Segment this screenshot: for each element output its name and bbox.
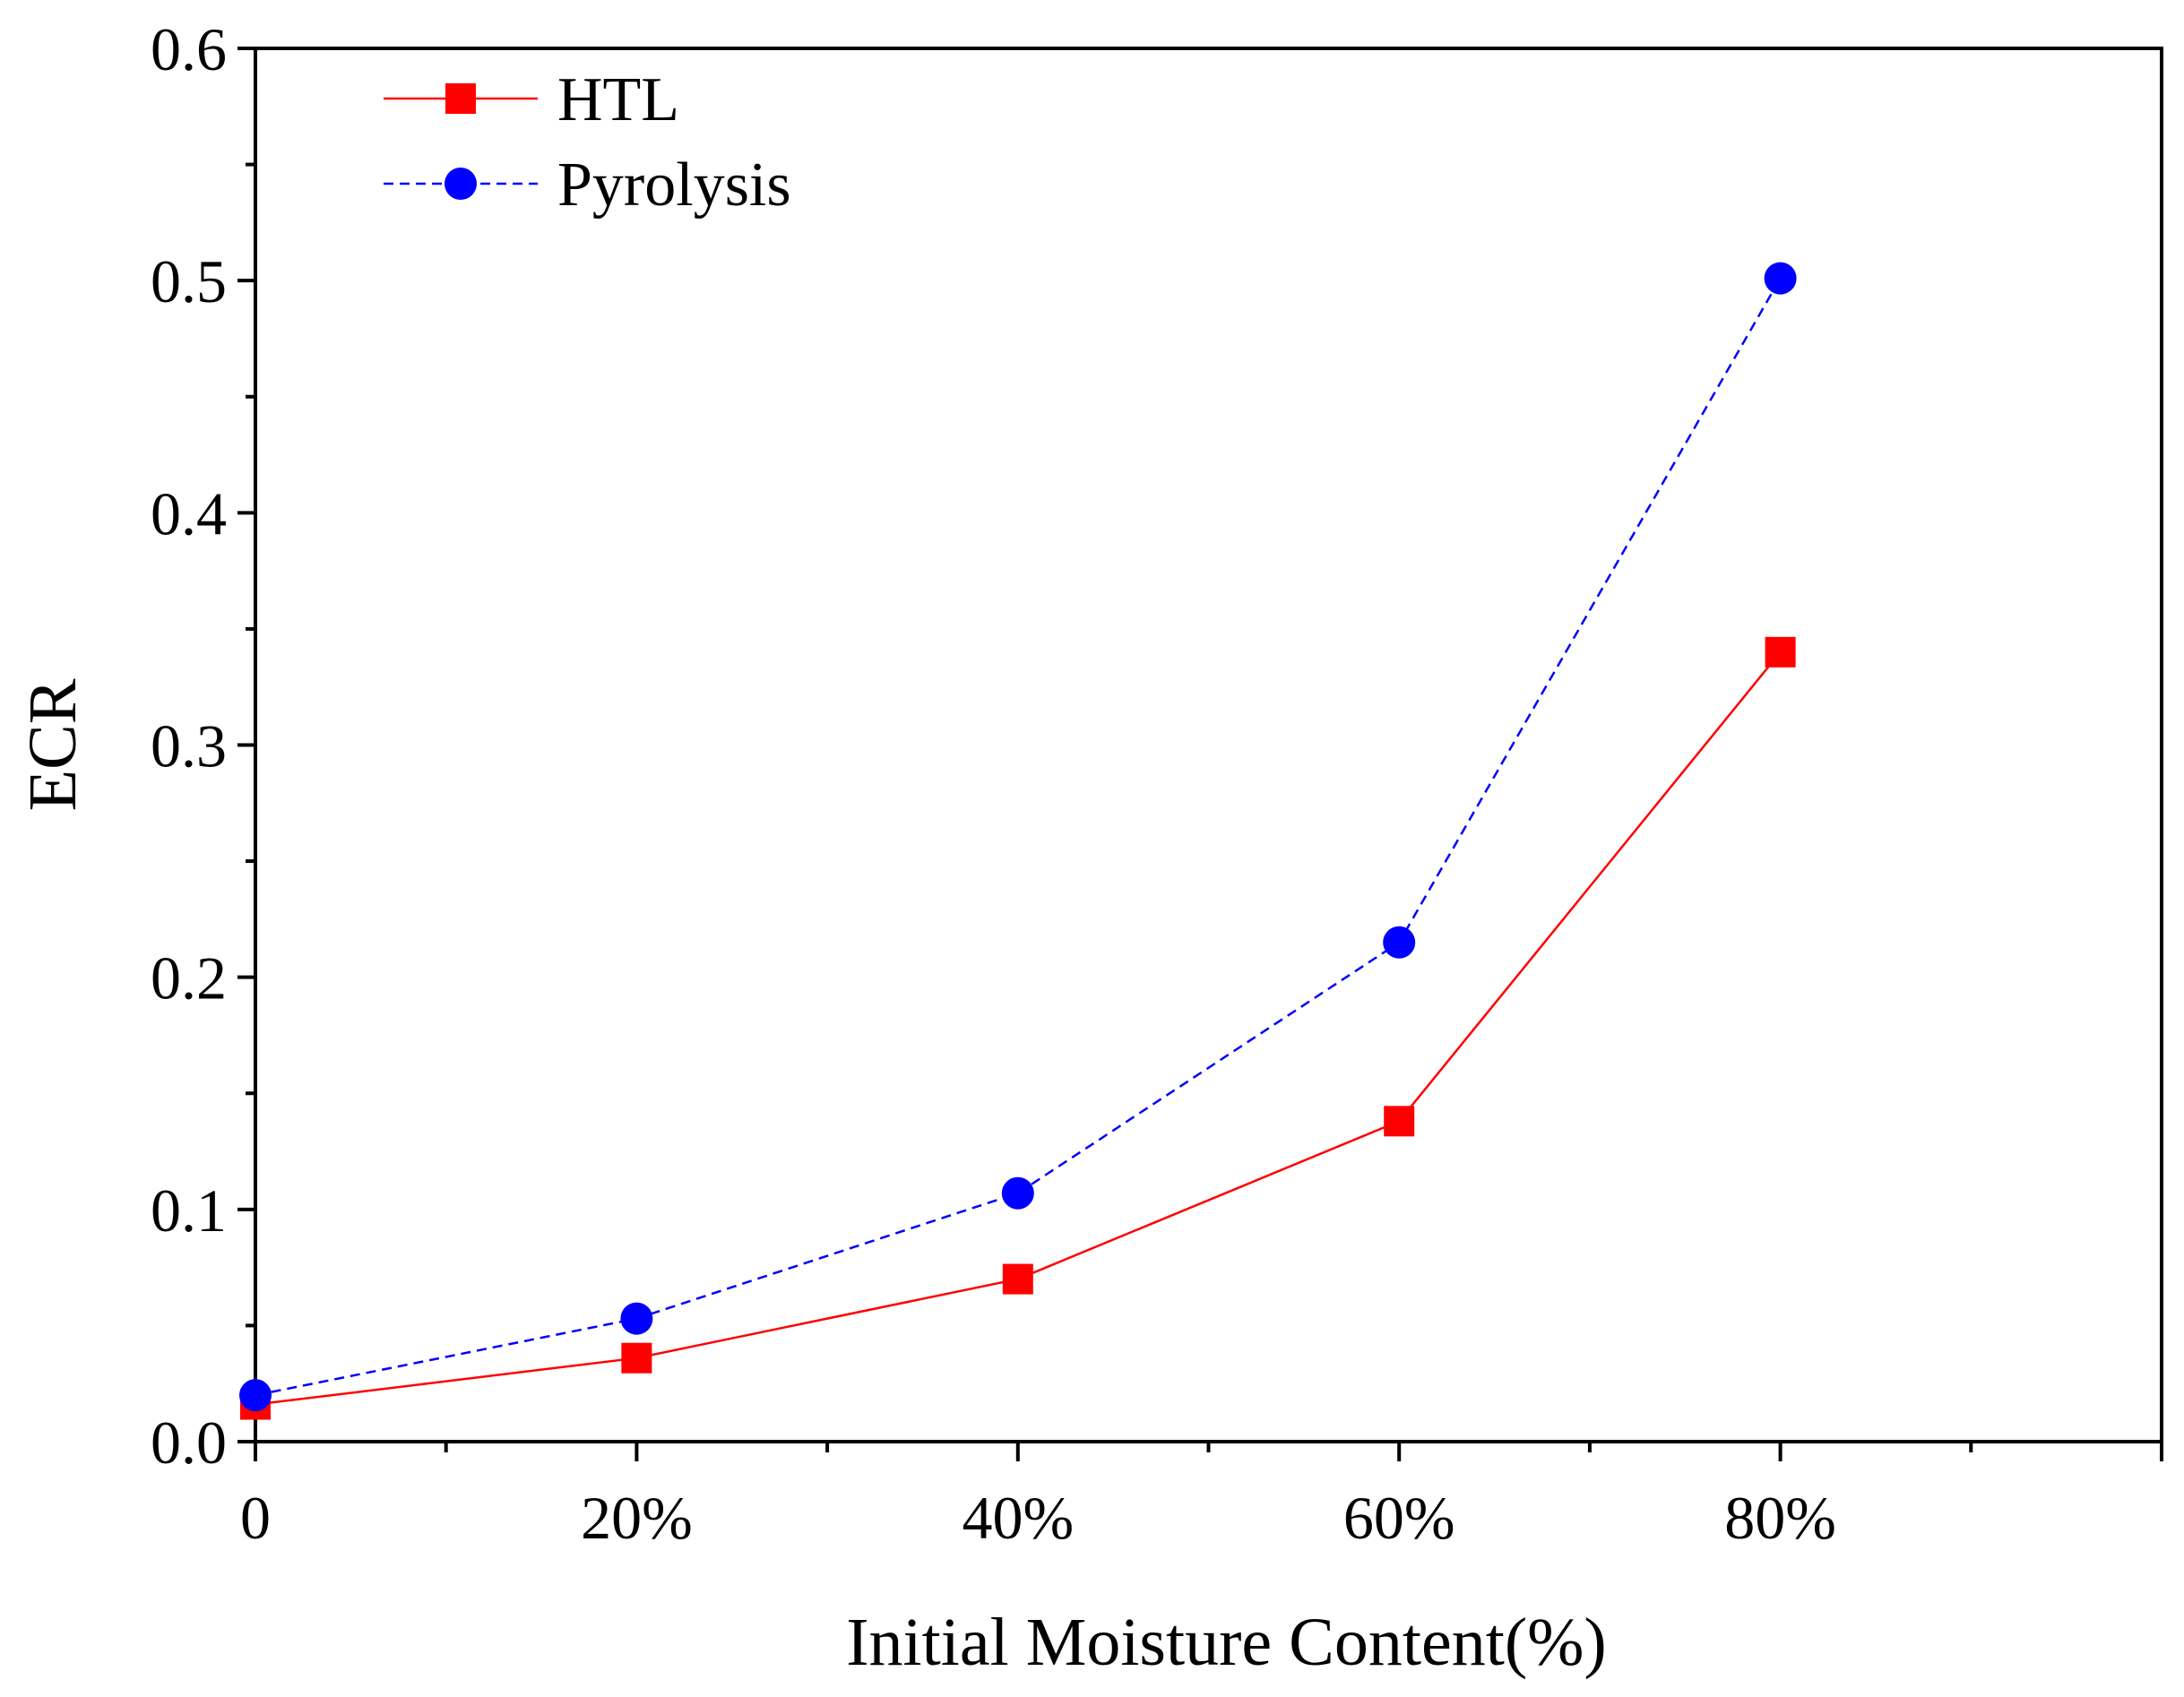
point-htl: [621, 1342, 652, 1374]
legend-label-pyrolysis: Pyrolysis: [557, 151, 791, 220]
x-tick-label: 0: [240, 1484, 271, 1552]
point-htl: [1384, 1106, 1415, 1137]
point-pyrolysis: [620, 1302, 653, 1335]
y-tick-label: 0.6: [151, 15, 227, 83]
plot-frame: [254, 47, 2163, 1443]
point-htl: [1765, 636, 1796, 668]
point-pyrolysis: [1001, 1176, 1034, 1210]
point-pyrolysis: [1383, 926, 1416, 959]
x-axis-title: Initial Moisture Content(%): [846, 1605, 1607, 1680]
point-pyrolysis: [239, 1379, 272, 1412]
legend-label-htl: HTL: [557, 65, 679, 134]
y-tick-label: 0.1: [151, 1176, 227, 1245]
series-pyrolysis: [239, 262, 1797, 1412]
point-htl: [1002, 1263, 1033, 1295]
legend: HTL Pyrolysis: [384, 65, 791, 220]
y-axis: 0.0 0.1 0.2 0.3 0.4 0.5 0.6: [151, 15, 255, 1477]
y-tick-label: 0.5: [151, 247, 227, 315]
x-tick-label: 20%: [581, 1484, 693, 1552]
x-axis: 0 20% 40% 60% 80%: [240, 1442, 2163, 1552]
x-tick-label: 60%: [1343, 1484, 1455, 1552]
series-htl: [240, 636, 1796, 1420]
y-tick-label: 0.0: [151, 1408, 227, 1477]
y-axis-title: ECR: [15, 678, 91, 811]
y-tick-label: 0.4: [151, 479, 227, 547]
series-line-pyrolysis: [255, 277, 1782, 1397]
x-tick-label: 40%: [962, 1484, 1074, 1552]
point-pyrolysis: [1764, 262, 1797, 295]
plot-area-border: [254, 47, 2163, 1443]
x-tick-label: 80%: [1724, 1484, 1836, 1552]
y-tick-label: 0.3: [151, 712, 227, 780]
legend-marker-htl: [445, 83, 476, 114]
series-layer: [239, 262, 1797, 1420]
legend-marker-pyrolysis: [445, 168, 477, 200]
y-tick-label: 0.2: [151, 944, 227, 1012]
